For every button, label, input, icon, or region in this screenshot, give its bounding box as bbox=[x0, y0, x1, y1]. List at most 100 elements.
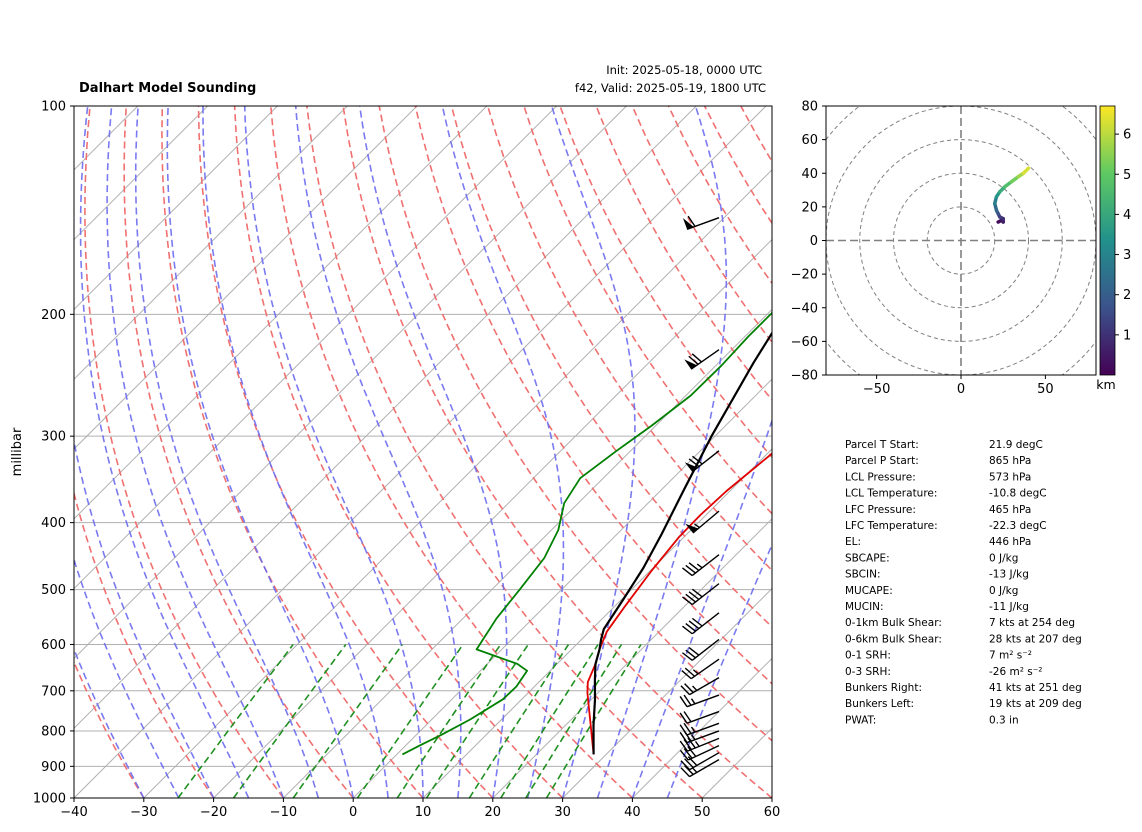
wind-barb bbox=[682, 583, 720, 606]
colorbar-tick-label: 4 bbox=[1123, 208, 1131, 223]
wind-barb bbox=[682, 554, 720, 577]
hodo-y-tick-label: −60 bbox=[791, 335, 818, 350]
dry-adiabat bbox=[414, 106, 772, 685]
wind-barb bbox=[679, 744, 720, 761]
y-tick-label: 1000 bbox=[33, 792, 66, 807]
colorbar-tick-label: 3 bbox=[1123, 248, 1131, 263]
chart-title: Dalhart Model Sounding bbox=[79, 81, 256, 96]
wind-barb bbox=[682, 612, 720, 635]
wind-barb bbox=[679, 722, 720, 736]
mixing-ratio-line bbox=[500, 644, 599, 798]
dry-adiabat bbox=[161, 106, 424, 798]
stat-label: LCL Temperature: bbox=[845, 488, 937, 500]
y-tick-label: 900 bbox=[41, 760, 66, 775]
stat-value: -10.8 degC bbox=[989, 488, 1047, 500]
y-tick-label: 300 bbox=[41, 430, 66, 445]
stat-value: -26 m² s⁻² bbox=[989, 666, 1042, 678]
hodo-y-tick-label: 40 bbox=[801, 167, 818, 182]
stat-label: SBCIN: bbox=[845, 569, 881, 581]
hodograph-plot: −50 0 50 −80 −60 −40 −20 0 20 40 60 80 1 2 3 4 5 6 km bbox=[791, 100, 1132, 398]
stat-label: Bunkers Left: bbox=[845, 698, 914, 710]
stat-label: MUCIN: bbox=[845, 601, 884, 613]
y-tick-label: 100 bbox=[41, 100, 66, 115]
isotherm-gridline bbox=[143, 169, 772, 798]
stat-value: -13 J/kg bbox=[989, 569, 1029, 581]
stat-label: 0-1km Bulk Shear: bbox=[845, 617, 942, 629]
isotherm-gridline bbox=[562, 587, 772, 798]
wind-barb bbox=[680, 758, 720, 778]
colorbar-tick-label: 5 bbox=[1123, 168, 1131, 183]
isotherm-gridline bbox=[74, 106, 418, 450]
mixing-ratio-line bbox=[292, 644, 403, 798]
mixing-ratio-line bbox=[396, 644, 502, 798]
mixing-ratio-line bbox=[525, 644, 623, 798]
stat-value: -22.3 degC bbox=[989, 520, 1047, 532]
isotherm-gridline bbox=[74, 106, 767, 798]
wind-barb bbox=[684, 450, 720, 473]
colorbar-tick-label: 6 bbox=[1123, 128, 1131, 143]
stat-value: 41 kts at 251 deg bbox=[989, 682, 1082, 694]
stat-value: 0 J/kg bbox=[989, 585, 1018, 597]
moist-adiabat bbox=[74, 438, 215, 798]
colorbar-tick-label: 2 bbox=[1123, 288, 1131, 303]
isotherm-gridline bbox=[422, 448, 772, 798]
dry-adiabat bbox=[74, 490, 215, 798]
x-tick-label: −30 bbox=[130, 805, 157, 820]
moist-adiabat bbox=[596, 106, 728, 798]
stat-value: 19 kts at 209 deg bbox=[989, 698, 1082, 710]
stat-label: LCL Pressure: bbox=[845, 471, 916, 483]
mixing-ratio-line bbox=[232, 644, 347, 798]
isotherm-gridline bbox=[74, 106, 627, 660]
x-tick-label: −20 bbox=[200, 805, 227, 820]
stat-label: 0-6km Bulk Shear: bbox=[845, 633, 942, 645]
hodo-x-tick-label: −50 bbox=[863, 382, 890, 397]
moist-adiabat bbox=[74, 557, 180, 798]
colorbar bbox=[1099, 105, 1116, 376]
wind-barb bbox=[684, 349, 720, 370]
colorbar-label: km bbox=[1096, 377, 1115, 392]
stat-value: 573 hPa bbox=[989, 471, 1031, 483]
y-tick-label: 200 bbox=[41, 308, 66, 323]
dry-adiabat bbox=[74, 659, 145, 798]
wind-barb bbox=[685, 510, 720, 534]
mixing-ratio-line bbox=[177, 644, 294, 798]
moist-adiabat bbox=[166, 106, 354, 798]
stat-label: LFC Pressure: bbox=[845, 504, 916, 516]
wind-barb bbox=[682, 215, 720, 230]
hodo-y-tick-label: −80 bbox=[791, 369, 818, 384]
stat-value: 0.3 in bbox=[989, 714, 1019, 726]
stat-label: 0-3 SRH: bbox=[845, 666, 891, 678]
moist-adiabat bbox=[106, 106, 285, 798]
hodo-y-tick-label: 20 bbox=[801, 200, 818, 215]
y-tick-label: 700 bbox=[41, 684, 66, 699]
sounding-stats-table: Parcel T Start: 21.9 degC Parcel P Start: 8… bbox=[845, 439, 1082, 726]
isotherm-gridline bbox=[213, 238, 772, 798]
wind-barb bbox=[680, 677, 720, 696]
moist-adiabat bbox=[79, 106, 250, 798]
x-tick-label: 20 bbox=[485, 805, 502, 820]
x-tick-label: 40 bbox=[624, 805, 641, 820]
colorbar-tick-label: 1 bbox=[1123, 328, 1131, 343]
stat-label: Parcel P Start: bbox=[845, 455, 919, 467]
skew-t-plot: −40 −30 −20 −10 0 10 20 30 40 50 60100200300400500… bbox=[10, 100, 780, 821]
hodo-x-tick-label: 50 bbox=[1037, 382, 1054, 397]
isotherm-gridline bbox=[771, 797, 772, 798]
hodograph-ring bbox=[859, 139, 1063, 342]
stat-value: -11 J/kg bbox=[989, 601, 1029, 613]
stat-label: SBCAPE: bbox=[845, 552, 890, 564]
moist-adiabat bbox=[550, 106, 636, 798]
dry-adiabat bbox=[84, 106, 285, 798]
stat-value: 7 kts at 254 deg bbox=[989, 617, 1075, 629]
init-time: Init: 2025-05-18, 0000 UTC bbox=[606, 63, 762, 77]
stat-value: 446 hPa bbox=[989, 536, 1031, 548]
x-tick-label: −10 bbox=[270, 805, 297, 820]
isotherm-gridline bbox=[74, 106, 557, 590]
y-tick-label: 600 bbox=[41, 638, 66, 653]
dry-adiabat bbox=[703, 106, 772, 225]
isotherm-gridline bbox=[352, 378, 772, 798]
dry-adiabat bbox=[559, 106, 772, 459]
hodo-y-tick-label: −40 bbox=[791, 301, 818, 316]
wind-barb bbox=[679, 710, 720, 724]
y-tick-label: 400 bbox=[41, 516, 66, 531]
